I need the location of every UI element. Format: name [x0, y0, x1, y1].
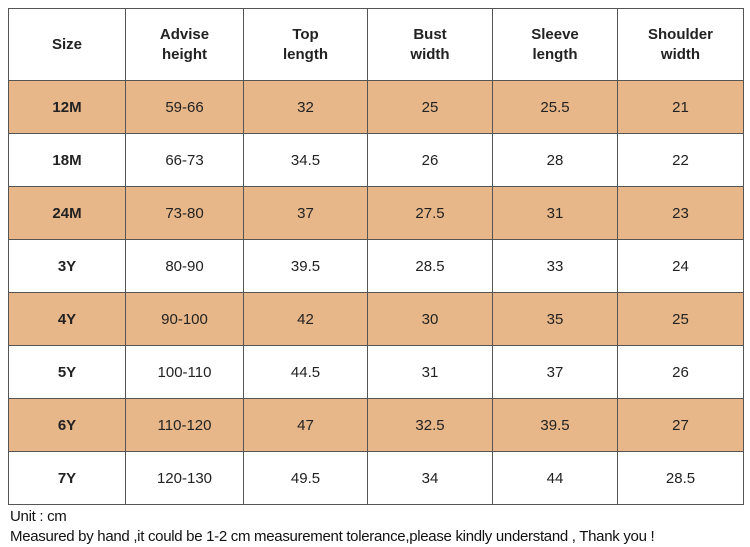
table-cell: 73-80 — [125, 186, 244, 240]
table-cell: 33 — [492, 239, 618, 293]
table-cell: 28 — [492, 133, 618, 187]
table-row: 12M 59-66 32 25 25.5 21 — [8, 80, 744, 134]
header-cell: Sleeve length — [492, 8, 618, 81]
table-cell: 44 — [492, 451, 618, 505]
table-cell: 25 — [617, 292, 744, 346]
table-body: 12M 59-66 32 25 25.5 21 18M 66-73 34.5 26 28 22 24M 7… — [8, 80, 744, 505]
table-cell: 26 — [367, 133, 493, 187]
size-cell: 5Y — [8, 345, 126, 399]
table-cell: 27 — [617, 398, 744, 452]
header-text: Shoulder — [647, 25, 713, 43]
table-row: 18M 66-73 34.5 26 28 22 — [8, 133, 744, 187]
header-cell: Bust width — [367, 8, 493, 81]
table-cell: 59-66 — [125, 80, 244, 134]
size-cell: 18M — [8, 133, 126, 187]
table-cell: 25 — [367, 80, 493, 134]
header-text: length — [283, 45, 328, 63]
header-text: Advise — [159, 25, 210, 43]
header-text: length — [532, 45, 578, 63]
table-cell: 34 — [367, 451, 493, 505]
table-cell: 90-100 — [125, 292, 244, 346]
table-cell: 31 — [492, 186, 618, 240]
header-row: Size Advise height Top length Bust width Sleeve… — [8, 8, 744, 81]
table-cell: 39.5 — [492, 398, 618, 452]
table-row: 3Y 80-90 39.5 28.5 33 24 — [8, 239, 744, 293]
table-cell: 31 — [367, 345, 493, 399]
header-text: Size — [51, 35, 82, 53]
table-cell: 30 — [367, 292, 493, 346]
notes: Unit : cm Measured by hand ,it could be 1… — [10, 507, 655, 547]
table-row: 4Y 90-100 42 30 35 25 — [8, 292, 744, 346]
table-cell: 32 — [243, 80, 368, 134]
table-cell: 27.5 — [367, 186, 493, 240]
table-cell: 32.5 — [367, 398, 493, 452]
table-cell: 21 — [617, 80, 744, 134]
table-cell: 35 — [492, 292, 618, 346]
table-cell: 23 — [617, 186, 744, 240]
table-cell: 47 — [243, 398, 368, 452]
table-cell: 26 — [617, 345, 744, 399]
header-cell: Top length — [243, 8, 368, 81]
table-cell: 100-110 — [125, 345, 244, 399]
header-text: width — [410, 45, 450, 63]
table-cell: 66-73 — [125, 133, 244, 187]
note-text: Measured by hand ,it could be 1-2 cm mea… — [10, 528, 655, 545]
table-cell: 37 — [492, 345, 618, 399]
size-cell: 3Y — [8, 239, 126, 293]
header-text: Sleeve — [531, 25, 579, 43]
header-cell: Size — [8, 8, 126, 81]
table-cell: 80-90 — [125, 239, 244, 293]
table-cell: 22 — [617, 133, 744, 187]
table-cell: 120-130 — [125, 451, 244, 505]
table-cell: 25.5 — [492, 80, 618, 134]
table-row: 7Y 120-130 49.5 34 44 28.5 — [8, 451, 744, 505]
size-cell: 24M — [8, 186, 126, 240]
size-cell: 6Y — [8, 398, 126, 452]
table-cell: 28.5 — [367, 239, 493, 293]
size-cell: 12M — [8, 80, 126, 134]
table-cell: 39.5 — [243, 239, 368, 293]
table-cell: 44.5 — [243, 345, 368, 399]
size-cell: 4Y — [8, 292, 126, 346]
table-cell: 24 — [617, 239, 744, 293]
table-row: 24M 73-80 37 27.5 31 23 — [8, 186, 744, 240]
size-table: Size Advise height Top length Bust width Sleeve… — [8, 8, 744, 505]
table-cell: 34.5 — [243, 133, 368, 187]
table-row: 6Y 110-120 47 32.5 39.5 27 — [8, 398, 744, 452]
header-text: width — [660, 45, 701, 63]
table-cell: 37 — [243, 186, 368, 240]
table-cell: 28.5 — [617, 451, 744, 505]
header-cell: Advise height — [125, 8, 244, 81]
header-text: Top — [292, 25, 319, 43]
header-text: height — [162, 45, 207, 63]
table-cell: 42 — [243, 292, 368, 346]
header-cell: Shoulder width — [617, 8, 744, 81]
note-text: Unit : cm — [10, 508, 67, 525]
table-row: 5Y 100-110 44.5 31 37 26 — [8, 345, 744, 399]
table-cell: 49.5 — [243, 451, 368, 505]
size-cell: 7Y — [8, 451, 126, 505]
header-text: Bust — [413, 25, 447, 43]
table-cell: 110-120 — [125, 398, 244, 452]
